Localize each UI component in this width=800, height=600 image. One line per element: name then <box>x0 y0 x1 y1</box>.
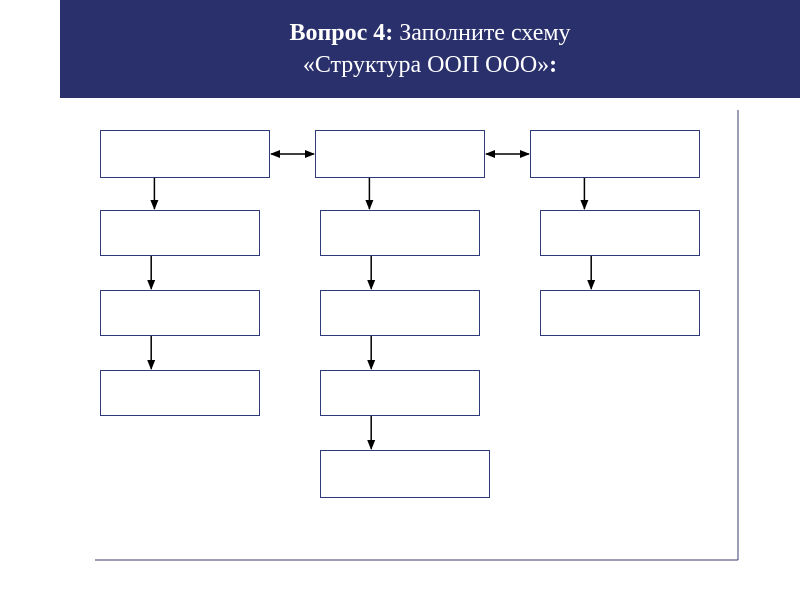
box-r5c2 <box>320 450 490 498</box>
box-r4c2 <box>320 370 480 416</box>
box-r1c2 <box>315 130 485 178</box>
box-r2c3 <box>540 210 700 256</box>
box-r1c3 <box>530 130 700 178</box>
box-r2c2 <box>320 210 480 256</box>
box-r4c1 <box>100 370 260 416</box>
box-r3c1 <box>100 290 260 336</box>
box-r1c1 <box>100 130 270 178</box>
box-r3c2 <box>320 290 480 336</box>
box-r3c3 <box>540 290 700 336</box>
box-r2c1 <box>100 210 260 256</box>
